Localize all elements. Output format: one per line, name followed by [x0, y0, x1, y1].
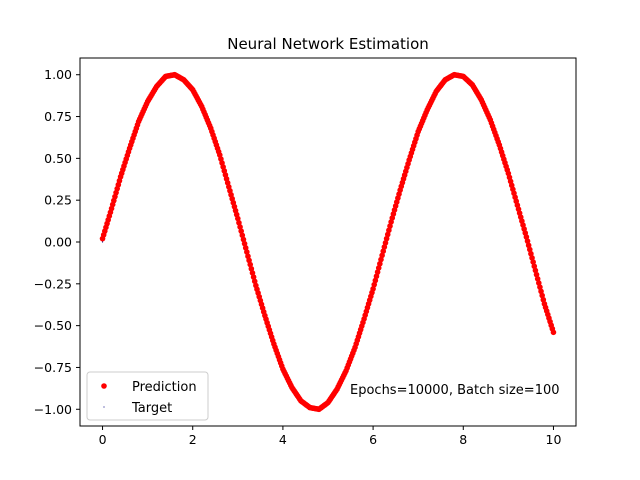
- prediction-point: [550, 329, 557, 336]
- legend: Prediction Target: [86, 371, 209, 421]
- y-tick-label: −0.75: [34, 360, 72, 375]
- y-tick-label: 1.00: [44, 67, 72, 82]
- chart-annotation: Epochs=10000, Batch size=100: [350, 383, 560, 398]
- x-tick-label: 6: [369, 432, 377, 447]
- x-axis-ticks: 0 2 4 6 8 10: [99, 426, 562, 447]
- y-tick-label: −1.00: [34, 402, 72, 417]
- legend-target-label: Target: [131, 401, 172, 416]
- legend-target-marker: [103, 406, 105, 408]
- y-tick-label: −0.25: [34, 276, 72, 291]
- x-tick-label: 10: [546, 432, 562, 447]
- y-tick-label: 0.50: [44, 151, 72, 166]
- x-tick-label: 0: [99, 432, 107, 447]
- prediction-series: [99, 71, 557, 413]
- x-tick-label: 4: [279, 432, 287, 447]
- legend-prediction-label: Prediction: [132, 380, 197, 395]
- plot-area-frame: [79, 57, 577, 427]
- y-tick-label: 0.25: [44, 193, 72, 208]
- x-tick-label: 2: [189, 432, 197, 447]
- x-tick-label: 8: [459, 432, 467, 447]
- y-tick-label: −0.50: [34, 318, 72, 333]
- y-tick-label: 0.75: [44, 109, 72, 124]
- legend-prediction-marker: [101, 383, 107, 389]
- y-axis-ticks: −1.00 −0.75 −0.50 −0.25 0.00 0.25 0.50 0.75 1.00: [34, 67, 80, 417]
- y-tick-label: 0.00: [44, 235, 72, 250]
- chart-title: Neural Network Estimation: [227, 35, 429, 53]
- target-point: [102, 241, 104, 243]
- legend-box: [86, 371, 209, 421]
